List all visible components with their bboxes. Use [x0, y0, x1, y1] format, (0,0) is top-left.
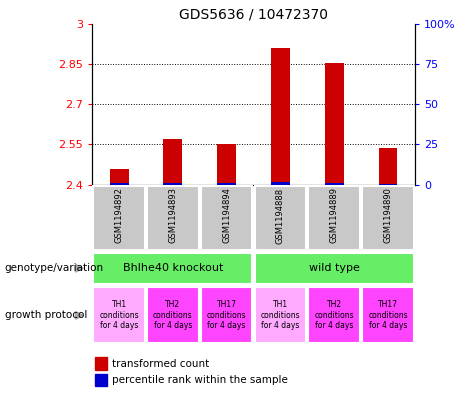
Bar	[271, 182, 290, 185]
Title: GDS5636 / 10472370: GDS5636 / 10472370	[179, 7, 328, 21]
Bar	[308, 186, 360, 250]
Text: wild type: wild type	[309, 263, 360, 273]
Text: TH17
conditions
for 4 days: TH17 conditions for 4 days	[207, 301, 247, 330]
Text: GSM1194892: GSM1194892	[115, 187, 124, 243]
Bar	[254, 287, 306, 343]
Text: GSM1194890: GSM1194890	[384, 187, 392, 243]
Bar	[147, 186, 199, 250]
Bar	[308, 287, 360, 343]
Bar	[201, 287, 253, 343]
Bar	[95, 357, 107, 369]
Text: GSM1194894: GSM1194894	[222, 187, 231, 243]
Text: GSM1194893: GSM1194893	[168, 187, 177, 243]
Bar	[93, 253, 253, 284]
Text: TH1
conditions
for 4 days: TH1 conditions for 4 days	[99, 301, 139, 330]
Text: TH2
conditions
for 4 days: TH2 conditions for 4 days	[153, 301, 193, 330]
Bar	[378, 149, 397, 185]
Bar	[325, 183, 343, 185]
Text: TH1
conditions
for 4 days: TH1 conditions for 4 days	[260, 301, 300, 330]
Bar	[110, 184, 129, 185]
Text: Bhlhe40 knockout: Bhlhe40 knockout	[123, 263, 223, 273]
Bar	[254, 186, 306, 250]
Text: transformed count: transformed count	[112, 358, 209, 369]
Text: TH17
conditions
for 4 days: TH17 conditions for 4 days	[368, 301, 408, 330]
Bar	[362, 287, 414, 343]
Bar	[362, 186, 414, 250]
Bar	[217, 144, 236, 185]
Bar	[325, 62, 343, 185]
Bar	[110, 169, 129, 185]
Text: growth protocol: growth protocol	[5, 310, 87, 320]
Bar	[378, 184, 397, 185]
Text: GSM1194889: GSM1194889	[330, 187, 339, 243]
Bar	[254, 253, 414, 284]
Text: TH2
conditions
for 4 days: TH2 conditions for 4 days	[314, 301, 354, 330]
Bar	[164, 139, 182, 185]
Bar	[95, 374, 107, 386]
Bar	[147, 287, 199, 343]
Bar	[201, 186, 253, 250]
Bar	[271, 48, 290, 185]
Bar	[93, 287, 145, 343]
Text: GSM1194888: GSM1194888	[276, 187, 285, 244]
Text: percentile rank within the sample: percentile rank within the sample	[112, 375, 288, 385]
Text: genotype/variation: genotype/variation	[5, 263, 104, 273]
Bar	[164, 183, 182, 185]
Bar	[217, 184, 236, 185]
Bar	[93, 186, 145, 250]
